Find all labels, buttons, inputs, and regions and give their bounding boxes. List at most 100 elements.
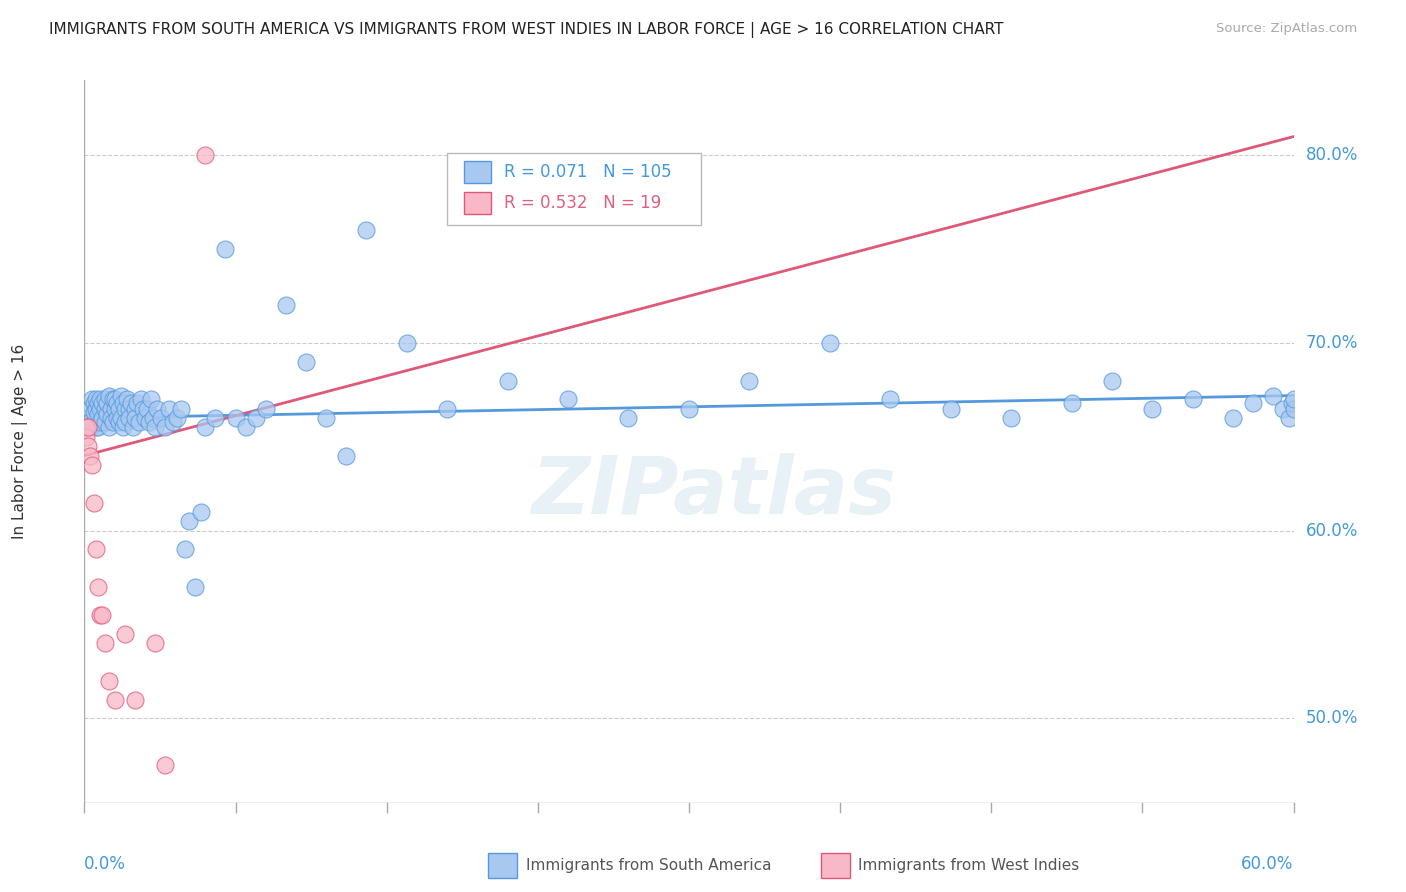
Point bbox=[118, 401, 141, 416]
Point bbox=[121, 420, 143, 434]
Text: 80.0%: 80.0% bbox=[1306, 146, 1358, 164]
Point bbox=[138, 415, 160, 429]
Point bbox=[146, 401, 169, 416]
Point bbox=[83, 405, 105, 419]
Point bbox=[166, 411, 188, 425]
Point bbox=[91, 608, 114, 623]
Point bbox=[86, 420, 108, 434]
Point bbox=[170, 401, 193, 416]
Point bbox=[617, 411, 640, 425]
Point bbox=[82, 420, 104, 434]
Point bbox=[93, 392, 115, 407]
Text: 60.0%: 60.0% bbox=[1306, 522, 1358, 540]
Point bbox=[1222, 411, 1244, 425]
Point bbox=[254, 401, 277, 416]
Point bbox=[1278, 411, 1301, 425]
Point bbox=[879, 392, 901, 407]
Point bbox=[79, 449, 101, 463]
Text: Source: ZipAtlas.com: Source: ZipAtlas.com bbox=[1216, 22, 1357, 36]
Text: R = 0.071   N = 105: R = 0.071 N = 105 bbox=[503, 163, 672, 181]
Point bbox=[87, 407, 110, 421]
Point bbox=[105, 396, 128, 410]
Point bbox=[87, 580, 110, 594]
Point bbox=[100, 411, 122, 425]
Point bbox=[89, 608, 111, 623]
Point bbox=[83, 415, 105, 429]
Point bbox=[100, 401, 122, 416]
Point bbox=[82, 392, 104, 407]
Point bbox=[107, 415, 129, 429]
Point bbox=[104, 401, 127, 416]
FancyBboxPatch shape bbox=[447, 153, 702, 225]
Point bbox=[1263, 388, 1285, 402]
Point bbox=[96, 396, 118, 410]
Point bbox=[104, 392, 127, 407]
Point bbox=[96, 407, 118, 421]
Point bbox=[77, 411, 100, 425]
Text: Immigrants from South America: Immigrants from South America bbox=[526, 858, 772, 873]
Point bbox=[1060, 396, 1083, 410]
Point bbox=[101, 415, 124, 429]
Point bbox=[315, 411, 337, 425]
Point bbox=[120, 396, 142, 410]
Point bbox=[134, 411, 156, 425]
Point bbox=[86, 392, 108, 407]
Point bbox=[184, 580, 207, 594]
Text: In Labor Force | Age > 16: In Labor Force | Age > 16 bbox=[11, 344, 28, 539]
Point bbox=[115, 392, 138, 407]
Point bbox=[83, 495, 105, 509]
Point bbox=[143, 420, 166, 434]
Point bbox=[110, 388, 132, 402]
Point bbox=[124, 401, 146, 416]
Point bbox=[124, 411, 146, 425]
Point bbox=[91, 396, 114, 410]
Point bbox=[97, 388, 120, 402]
Point bbox=[86, 401, 108, 416]
Point bbox=[274, 298, 297, 312]
Point bbox=[128, 415, 150, 429]
Point bbox=[77, 439, 100, 453]
Point bbox=[143, 636, 166, 650]
Point bbox=[75, 420, 97, 434]
Point bbox=[111, 396, 134, 410]
Text: 60.0%: 60.0% bbox=[1241, 855, 1294, 873]
Point bbox=[1282, 392, 1305, 407]
Point bbox=[110, 411, 132, 425]
Point bbox=[101, 392, 124, 407]
Point bbox=[114, 415, 136, 429]
Point bbox=[939, 401, 962, 416]
Point bbox=[678, 401, 700, 416]
Point bbox=[93, 401, 115, 416]
Point bbox=[436, 401, 458, 416]
Point bbox=[105, 411, 128, 425]
Point bbox=[1282, 401, 1305, 416]
Point bbox=[135, 401, 157, 416]
Point bbox=[114, 627, 136, 641]
FancyBboxPatch shape bbox=[464, 161, 491, 183]
Point bbox=[124, 692, 146, 706]
Point bbox=[1272, 401, 1295, 416]
Point bbox=[235, 420, 257, 434]
Point bbox=[204, 411, 226, 425]
Point bbox=[82, 458, 104, 472]
Text: 50.0%: 50.0% bbox=[1306, 709, 1358, 727]
Point bbox=[153, 758, 176, 772]
Point bbox=[97, 420, 120, 434]
Point bbox=[139, 392, 162, 407]
Point bbox=[190, 505, 212, 519]
Point bbox=[738, 374, 761, 388]
Point bbox=[153, 420, 176, 434]
Point bbox=[107, 401, 129, 416]
Point bbox=[1241, 396, 1264, 410]
Text: IMMIGRANTS FROM SOUTH AMERICA VS IMMIGRANTS FROM WEST INDIES IN LABOR FORCE | AG: IMMIGRANTS FROM SOUTH AMERICA VS IMMIGRA… bbox=[49, 22, 1004, 38]
Point bbox=[89, 392, 111, 407]
Point bbox=[79, 401, 101, 416]
Point bbox=[91, 411, 114, 425]
Text: ZIPatlas: ZIPatlas bbox=[530, 453, 896, 531]
FancyBboxPatch shape bbox=[821, 854, 849, 878]
Point bbox=[79, 415, 101, 429]
Point bbox=[111, 420, 134, 434]
Point bbox=[214, 242, 236, 256]
Point bbox=[162, 415, 184, 429]
Point bbox=[1281, 396, 1303, 410]
